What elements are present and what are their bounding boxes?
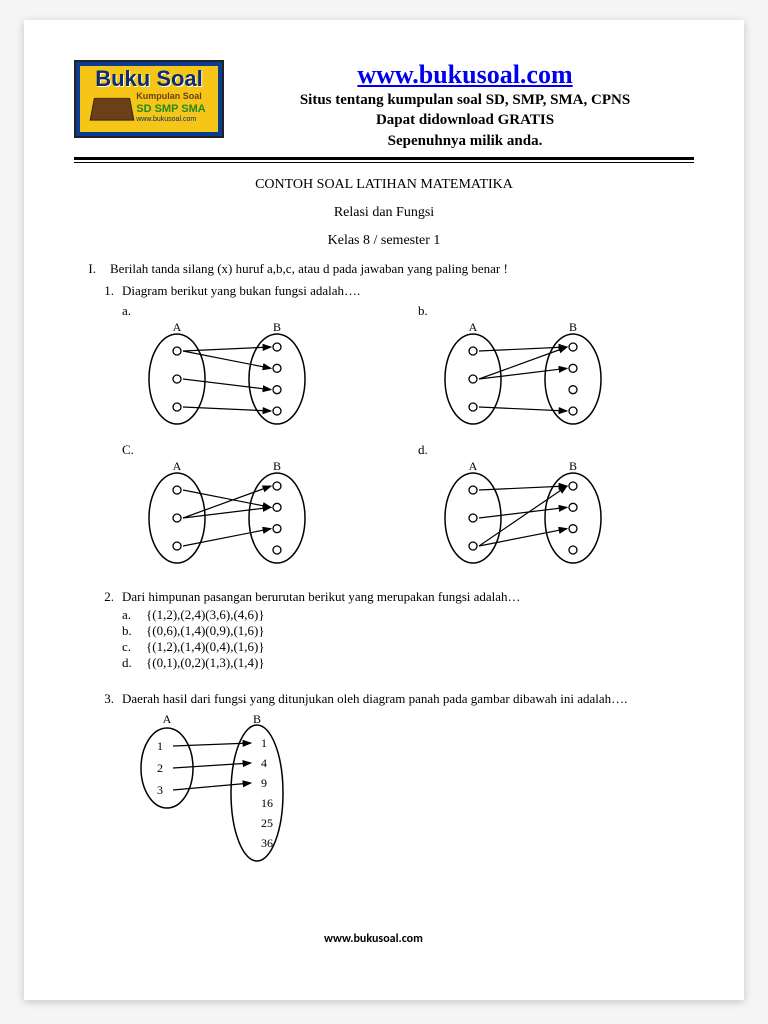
svg-text:25: 25 [261,816,273,830]
logo: Buku Soal Kumpulan Soal SD SMP SMA www.b… [74,60,224,138]
q1-diagram-a: AB [122,321,342,426]
title-sub2: Kelas 8 / semester 1 [74,233,694,249]
svg-text:A: A [469,321,478,334]
q2-opt-c: {(1,2),(1,4)(0,4),(1,6)} [146,639,265,655]
title-sub1: Relasi dan Fungsi [74,205,694,221]
q2-options: a. {(1,2),(2,4)(3,6),(4,6)} b. {(0,6),(1,4… [122,607,694,671]
logo-url: www.bukusoal.com [136,116,205,124]
svg-text:B: B [253,713,261,726]
q1-opt-c: C. AB [122,442,398,569]
header-line2: Dapat didownload GRATIS [236,110,694,130]
q1-label-d: d. [418,442,694,458]
q1-diagram-b: AB [418,321,638,426]
question-3: 3. Daerah hasil dari fungsi yang ditunju… [96,691,694,873]
svg-text:B: B [569,460,577,473]
svg-text:3: 3 [157,783,163,797]
book-icon [90,98,135,121]
q1-diagram-d: AB [418,460,638,565]
q1-label-c: C. [122,442,398,458]
section-I: I. Berilah tanda silang (x) huruf a,b,c,… [74,261,694,277]
title-main: CONTOH SOAL LATIHAN MATEMATIKA [74,177,694,193]
q3-diagram: AB123149162536 [122,713,322,873]
divider-thick [74,157,694,160]
q3-num: 3. [96,691,114,873]
roman-numeral: I. [74,261,96,277]
q1-opt-b: b. AB [418,303,694,430]
svg-text:A: A [163,713,172,726]
svg-text:16: 16 [261,796,273,810]
q3-text: Daerah hasil dari fungsi yang ditunjukan… [122,691,694,707]
logo-title: Buku Soal [95,68,203,90]
question-1: 1. Diagram berikut yang bukan fungsi ada… [96,283,694,583]
section-instruction: Berilah tanda silang (x) huruf a,b,c, at… [110,261,508,277]
q2-label-b: b. [122,623,138,639]
question-2: 2. Dari himpunan pasangan berurutan beri… [96,589,694,685]
divider-thin [74,162,694,163]
q2-label-c: c. [122,639,138,655]
q2-opt-a: {(1,2),(2,4)(3,6),(4,6)} [146,607,265,623]
svg-text:B: B [273,460,281,473]
page: Buku Soal Kumpulan Soal SD SMP SMA www.b… [24,20,744,1000]
svg-text:B: B [273,321,281,334]
svg-text:A: A [173,321,182,334]
logo-kumpulan: Kumpulan Soal [136,92,205,102]
svg-text:1: 1 [157,739,163,753]
q2-text: Dari himpunan pasangan berurutan berikut… [122,589,694,605]
svg-text:2: 2 [157,761,163,775]
q1-diagram-c: AB [122,460,342,565]
svg-text:A: A [173,460,182,473]
svg-text:4: 4 [261,756,267,770]
svg-text:A: A [469,460,478,473]
q1-opt-d: d. AB [418,442,694,569]
q2-opt-d: {(0,1),(0,2)(1,3),(1,4)} [146,655,265,671]
q2-opt-b: {(0,6),(1,4)(0,9),(1,6)} [146,623,265,639]
q1-label-b: b. [418,303,694,319]
q1-diagrams: a. AB b. AB C. AB d. AB [122,303,694,569]
logo-levels: SD SMP SMA [136,103,205,115]
q2-label-a: a. [122,607,138,623]
svg-text:9: 9 [261,776,267,790]
q1-text: Diagram berikut yang bukan fungsi adalah… [122,283,694,299]
header-url[interactable]: www.bukusoal.com [357,60,572,89]
header: Buku Soal Kumpulan Soal SD SMP SMA www.b… [74,60,694,151]
q1-label-a: a. [122,303,398,319]
q1-num: 1. [96,283,114,583]
q2-label-d: d. [122,655,138,671]
header-line3: Sepenuhnya milik anda. [236,131,694,151]
q2-num: 2. [96,589,114,685]
svg-text:1: 1 [261,736,267,750]
svg-text:B: B [569,321,577,334]
header-line1: Situs tentang kumpulan soal SD, SMP, SMA… [236,90,694,110]
footer-site: www.bukusoal.com [324,932,423,946]
svg-text:36: 36 [261,836,273,850]
q1-opt-a: a. AB [122,303,398,430]
